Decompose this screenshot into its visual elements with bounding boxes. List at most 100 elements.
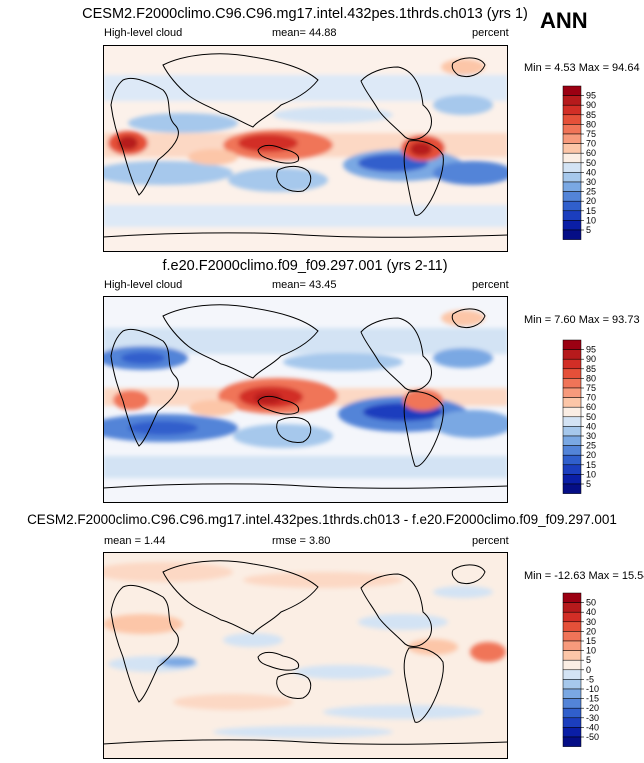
colorbar-tick-label: 50 <box>586 412 596 422</box>
panel3-title: CESM2.F2000climo.C96.C96.mg17.intel.432p… <box>27 512 617 527</box>
colorbar-tick-label: 20 <box>586 450 596 460</box>
colorbar-swatch <box>562 191 582 202</box>
colorbar-swatch <box>562 349 582 360</box>
colorbar-swatch <box>562 152 582 164</box>
panel3-map <box>103 552 508 759</box>
colorbar-swatch <box>562 659 582 671</box>
colorbar-swatch <box>562 727 582 738</box>
colorbar-tick-label: 80 <box>586 373 596 383</box>
colorbar-swatch <box>562 435 582 446</box>
colorbar-swatch <box>562 650 582 661</box>
colorbar-tick-label: 10 <box>586 215 596 225</box>
panel3-field <box>103 562 506 738</box>
colorbar-tick-label: -5 <box>586 674 594 684</box>
colorbar-tick-label: 75 <box>586 383 596 393</box>
colorbar-tick-label: 70 <box>586 393 596 403</box>
colorbar-tick-label: 20 <box>586 626 596 636</box>
panel2-units-label: percent <box>472 279 509 291</box>
panel2-variable-label: High-level cloud <box>104 279 183 291</box>
panel1-units-label: percent <box>472 27 509 39</box>
colorbar-swatch <box>562 640 582 651</box>
colorbar-tick-label: 85 <box>586 110 596 120</box>
colorbar-tick-label: 95 <box>586 345 596 355</box>
colorbar-swatch <box>562 454 582 466</box>
colorbar-tick-label: -40 <box>586 722 599 732</box>
colorbar-tick-label: -20 <box>586 703 599 713</box>
panel2-map <box>103 296 508 503</box>
colorbar-swatch <box>562 698 582 709</box>
colorbar-tick-label: 5 <box>586 479 591 489</box>
colorbar-swatch <box>562 397 582 408</box>
colorbar-swatch <box>562 483 582 494</box>
colorbar-tick-label: 80 <box>586 119 596 129</box>
panel1-title: CESM2.F2000climo.C96.C96.mg17.intel.432p… <box>82 6 528 22</box>
colorbar-tick-label: 5 <box>586 655 591 665</box>
panel2-field <box>103 310 508 478</box>
colorbar-swatch <box>562 378 582 389</box>
colorbar-swatch <box>562 162 582 173</box>
colorbar-tick-label: 95 <box>586 91 596 101</box>
panel1-mean-label: mean= 44.88 <box>272 27 337 39</box>
colorbar-tick-label: 25 <box>586 441 596 451</box>
colorbar-swatch <box>562 416 582 427</box>
panel3-coastlines <box>103 560 508 745</box>
colorbar-tick-label: 70 <box>586 139 596 149</box>
colorbar-swatch <box>562 679 582 690</box>
colorbar-tick-label: 90 <box>586 354 596 364</box>
colorbar-swatch <box>562 133 582 144</box>
colorbar-swatch <box>562 445 582 456</box>
colorbar-tick-label: 15 <box>586 460 596 470</box>
panel3-units-label: percent <box>472 535 509 547</box>
colorbar-tick-label: 30 <box>586 431 596 441</box>
colorbar-tick-label: 90 <box>586 100 596 110</box>
colorbar-swatch <box>562 229 582 240</box>
colorbar-swatch <box>562 181 582 192</box>
colorbar-swatch <box>562 220 582 231</box>
panel1-field <box>103 59 508 227</box>
colorbar-tick-label: -30 <box>586 713 599 723</box>
colorbar-tick-label: -10 <box>586 684 599 694</box>
panel2-map-frame <box>103 296 508 503</box>
colorbar-tick-label: 15 <box>586 206 596 216</box>
colorbar-swatch <box>562 172 582 183</box>
colorbar-tick-label: 10 <box>586 469 596 479</box>
panel3-minmax: Min = -12.63 Max = 15.54 <box>524 570 644 582</box>
panel3-map-frame <box>103 552 508 759</box>
colorbar-tick-label: 10 <box>586 646 596 656</box>
colorbar-tick-label: 15 <box>586 636 596 646</box>
panel1-map <box>103 45 508 252</box>
colorbar-swatch <box>562 368 582 379</box>
colorbar-swatch <box>562 602 582 613</box>
colorbar-tick-label: 40 <box>586 607 596 617</box>
colorbar-tick-label: 25 <box>586 187 596 197</box>
colorbar-swatch <box>562 358 582 370</box>
colorbar-swatch <box>562 426 582 437</box>
colorbar-tick-label: 60 <box>586 148 596 158</box>
colorbar-tick-label: 50 <box>586 598 596 608</box>
colorbar-swatch <box>562 387 582 398</box>
panel1-variable-label: High-level cloud <box>104 27 183 39</box>
colorbar-swatch <box>562 104 582 116</box>
colorbar-tick-label: 30 <box>586 617 596 627</box>
colorbar-tick-label: 50 <box>586 158 596 168</box>
colorbar-swatch <box>562 631 582 642</box>
panel3-rmse-label: rmse = 3.80 <box>272 535 331 547</box>
colorbar-swatch <box>562 592 582 603</box>
colorbar-swatch <box>562 406 582 418</box>
colorbar-swatch <box>562 464 582 475</box>
colorbar-swatch <box>562 143 582 154</box>
panel1-coastlines <box>103 53 508 238</box>
colorbar-swatch <box>562 717 582 728</box>
colorbar-swatch <box>562 339 582 350</box>
colorbar-tick-label: -15 <box>586 694 599 704</box>
colorbar-swatch <box>562 95 582 106</box>
colorbar-tick-label: 0 <box>586 665 591 675</box>
season-label: ANN <box>540 8 588 33</box>
colorbar-swatch <box>562 114 582 125</box>
colorbar-tick-label: 40 <box>586 421 596 431</box>
colorbar-swatch <box>562 124 582 135</box>
panel1-map-frame <box>103 45 508 252</box>
colorbar-swatch <box>562 669 582 680</box>
